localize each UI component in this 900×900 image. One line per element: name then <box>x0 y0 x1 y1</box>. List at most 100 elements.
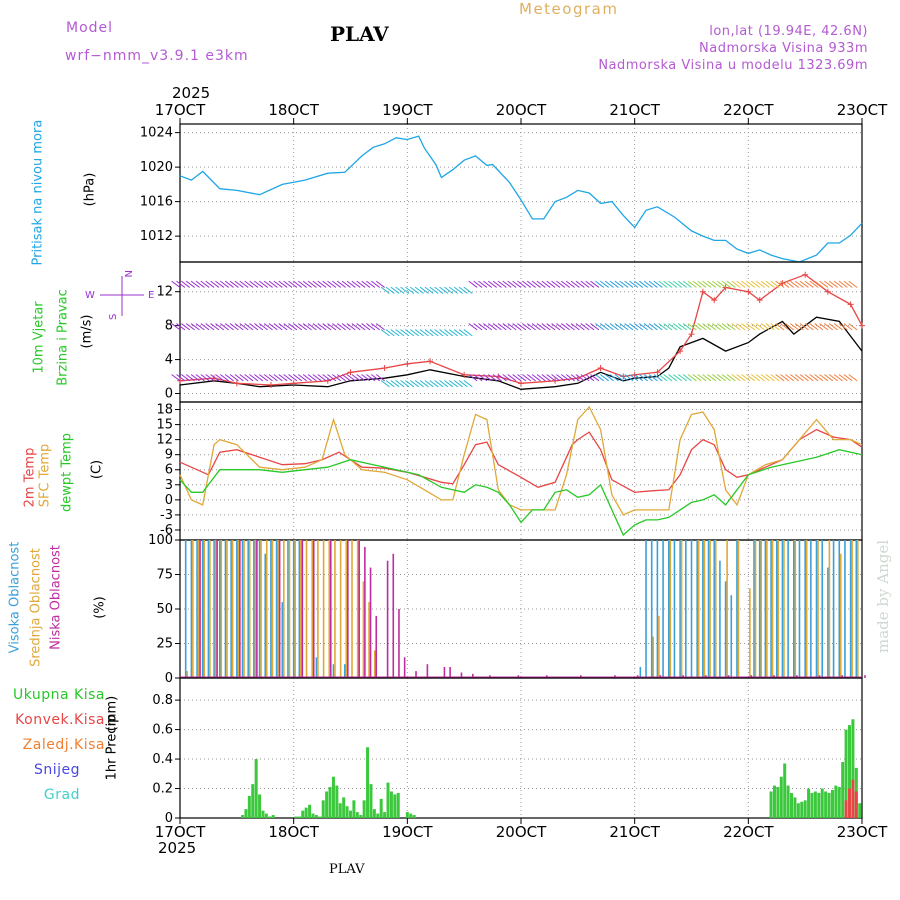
wind-barb <box>765 374 775 382</box>
precip-bar <box>244 809 248 818</box>
wind-barb <box>658 323 668 331</box>
y-tick-label: 0.4 <box>152 752 173 767</box>
wind-barb <box>302 280 312 288</box>
wind-barb <box>395 329 405 337</box>
wind-barb <box>444 286 454 294</box>
gust-point <box>745 288 752 295</box>
y-tick-label: -6 <box>160 523 173 538</box>
wind-barb <box>780 374 790 382</box>
y-tick-label: 25 <box>156 637 173 652</box>
wind-barb <box>307 374 317 382</box>
wind-barb <box>405 329 415 337</box>
wind-barb <box>210 280 220 288</box>
wind-barb <box>624 323 634 331</box>
wind-barb <box>507 280 517 288</box>
wind-barb <box>181 280 191 288</box>
wind-barb <box>346 280 356 288</box>
wind-barb <box>395 380 405 388</box>
wind-barb <box>687 374 697 382</box>
wind-barb <box>828 374 838 382</box>
wind-barb <box>361 280 371 288</box>
wind-barb <box>409 286 420 294</box>
y-tick-label: 0 <box>165 811 173 826</box>
wind-barb <box>234 323 244 331</box>
wind-barb <box>322 323 332 331</box>
wind-barb <box>512 323 522 331</box>
legend-total-rain: Ukupna Kisa <box>12 687 105 703</box>
precip-bar <box>345 806 349 818</box>
precip-bar <box>796 803 800 818</box>
wind-barb <box>843 374 853 382</box>
wind-barb <box>624 280 634 288</box>
wind-barb <box>663 323 673 331</box>
y-tick-label: 0 <box>165 493 173 508</box>
precip-bar <box>409 813 413 818</box>
wind-barb <box>819 280 829 288</box>
precip-bar <box>817 792 821 818</box>
wind-barb <box>429 286 439 294</box>
wind-barb <box>297 323 307 331</box>
wind-barb <box>278 323 288 331</box>
wind-barb <box>595 374 605 382</box>
model-elevation-label: Nadmorska Visina u modelu 1323.69m <box>598 58 868 73</box>
wind-barb <box>556 323 566 331</box>
wind-barb <box>424 329 434 337</box>
model-label: Model <box>66 20 114 36</box>
wind-barb <box>848 374 858 382</box>
precip-bar <box>318 816 322 818</box>
wind-barb <box>283 323 293 331</box>
wind-barb <box>775 323 785 331</box>
wind-barb <box>322 374 332 382</box>
wind-barb <box>473 323 483 331</box>
wind-barb <box>385 329 395 337</box>
wind-barb <box>258 374 268 382</box>
y-tick-label: 6 <box>165 463 173 478</box>
precip-bar <box>383 812 387 818</box>
wind-barb <box>414 329 424 337</box>
precip-bar <box>820 788 824 818</box>
precip-bar <box>824 791 828 818</box>
wind-barb <box>575 323 585 331</box>
precip-bar <box>854 791 858 818</box>
wind-barb <box>293 323 303 331</box>
wind-barb <box>580 280 590 288</box>
precip-bar <box>254 759 258 818</box>
wind-barb <box>507 374 517 382</box>
wind-barb <box>283 374 293 382</box>
wind-barb <box>517 374 527 382</box>
wind-barb <box>663 280 673 288</box>
wind-barb <box>799 280 809 288</box>
wind-barb <box>288 374 298 382</box>
wind-barb <box>390 286 400 294</box>
wind-barb <box>419 380 429 388</box>
wind-barb <box>561 374 571 382</box>
wind-barb <box>171 374 181 382</box>
wind-barb <box>682 323 692 331</box>
precip-bar <box>847 788 851 818</box>
precip-bar <box>772 785 776 818</box>
wind-barb <box>780 280 790 288</box>
wind-barb <box>375 323 385 331</box>
wind-barb <box>453 380 463 388</box>
wind-barb <box>843 280 853 288</box>
gust-point <box>290 380 297 387</box>
y-tick-label: 18 <box>156 403 173 418</box>
precip-bar <box>328 787 332 818</box>
wind-barb <box>741 323 751 331</box>
wind-barb <box>673 280 683 288</box>
precip-bar <box>858 803 862 818</box>
gust-point <box>404 360 411 367</box>
wind-barb <box>249 323 259 331</box>
wind-barb <box>224 374 234 382</box>
wind-barb <box>492 374 502 382</box>
precip-bar <box>321 800 325 818</box>
wind-barb <box>244 374 254 382</box>
wind-barb <box>341 323 351 331</box>
wind-barb <box>575 374 585 382</box>
wind-barb <box>317 323 327 331</box>
wind-barb <box>390 380 400 388</box>
wind-barb <box>677 374 687 382</box>
compass-n: N <box>122 270 133 277</box>
wind-barb <box>760 323 770 331</box>
wind-barb <box>263 280 273 288</box>
